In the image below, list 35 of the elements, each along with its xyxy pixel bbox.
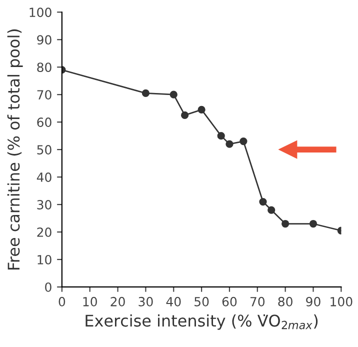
y-tick-label: 100 <box>30 8 52 18</box>
y-tick-label: 50 <box>37 145 52 154</box>
x-tick-label: 30 <box>138 296 153 306</box>
point <box>268 206 276 214</box>
x-tick-label: 80 <box>278 296 292 306</box>
y-tick-label: 0 <box>45 282 52 292</box>
point <box>142 89 150 98</box>
point <box>259 198 267 206</box>
y-tick-label: 80 <box>37 62 52 72</box>
y-tick-label: 10 <box>38 254 52 264</box>
point <box>217 132 225 140</box>
point <box>240 137 248 146</box>
y-tick-label: 40 <box>36 172 52 182</box>
y-axis-title: Free carnitine (% of total pool) <box>7 29 23 270</box>
x-tick-label: 20 <box>110 296 125 306</box>
x-tick-label: 0 <box>58 296 66 306</box>
x-tick-label: 70 <box>250 296 265 306</box>
point <box>180 111 189 120</box>
point <box>226 140 234 148</box>
x-tick-label: 50 <box>194 296 209 306</box>
point <box>198 106 206 114</box>
y-tick-label: 30 <box>37 200 52 210</box>
y-tick-label: 60 <box>37 118 52 127</box>
point <box>170 90 178 98</box>
x-tick-label: 100 <box>330 296 352 306</box>
point <box>309 220 318 228</box>
x-axis-title: Exercise intensity (% V̇O$_{2max}$) <box>86 314 318 330</box>
x-tick-label: 40 <box>166 296 181 306</box>
y-tick-label: 70 <box>37 90 52 100</box>
y-tick-label: 90 <box>37 35 52 45</box>
x-tick-label: 10 <box>83 296 97 306</box>
x-tick-label: 60 <box>222 296 237 306</box>
x-tick-label: 90 <box>306 296 320 306</box>
y-tick-label: 20 <box>37 227 52 237</box>
point <box>282 220 290 228</box>
